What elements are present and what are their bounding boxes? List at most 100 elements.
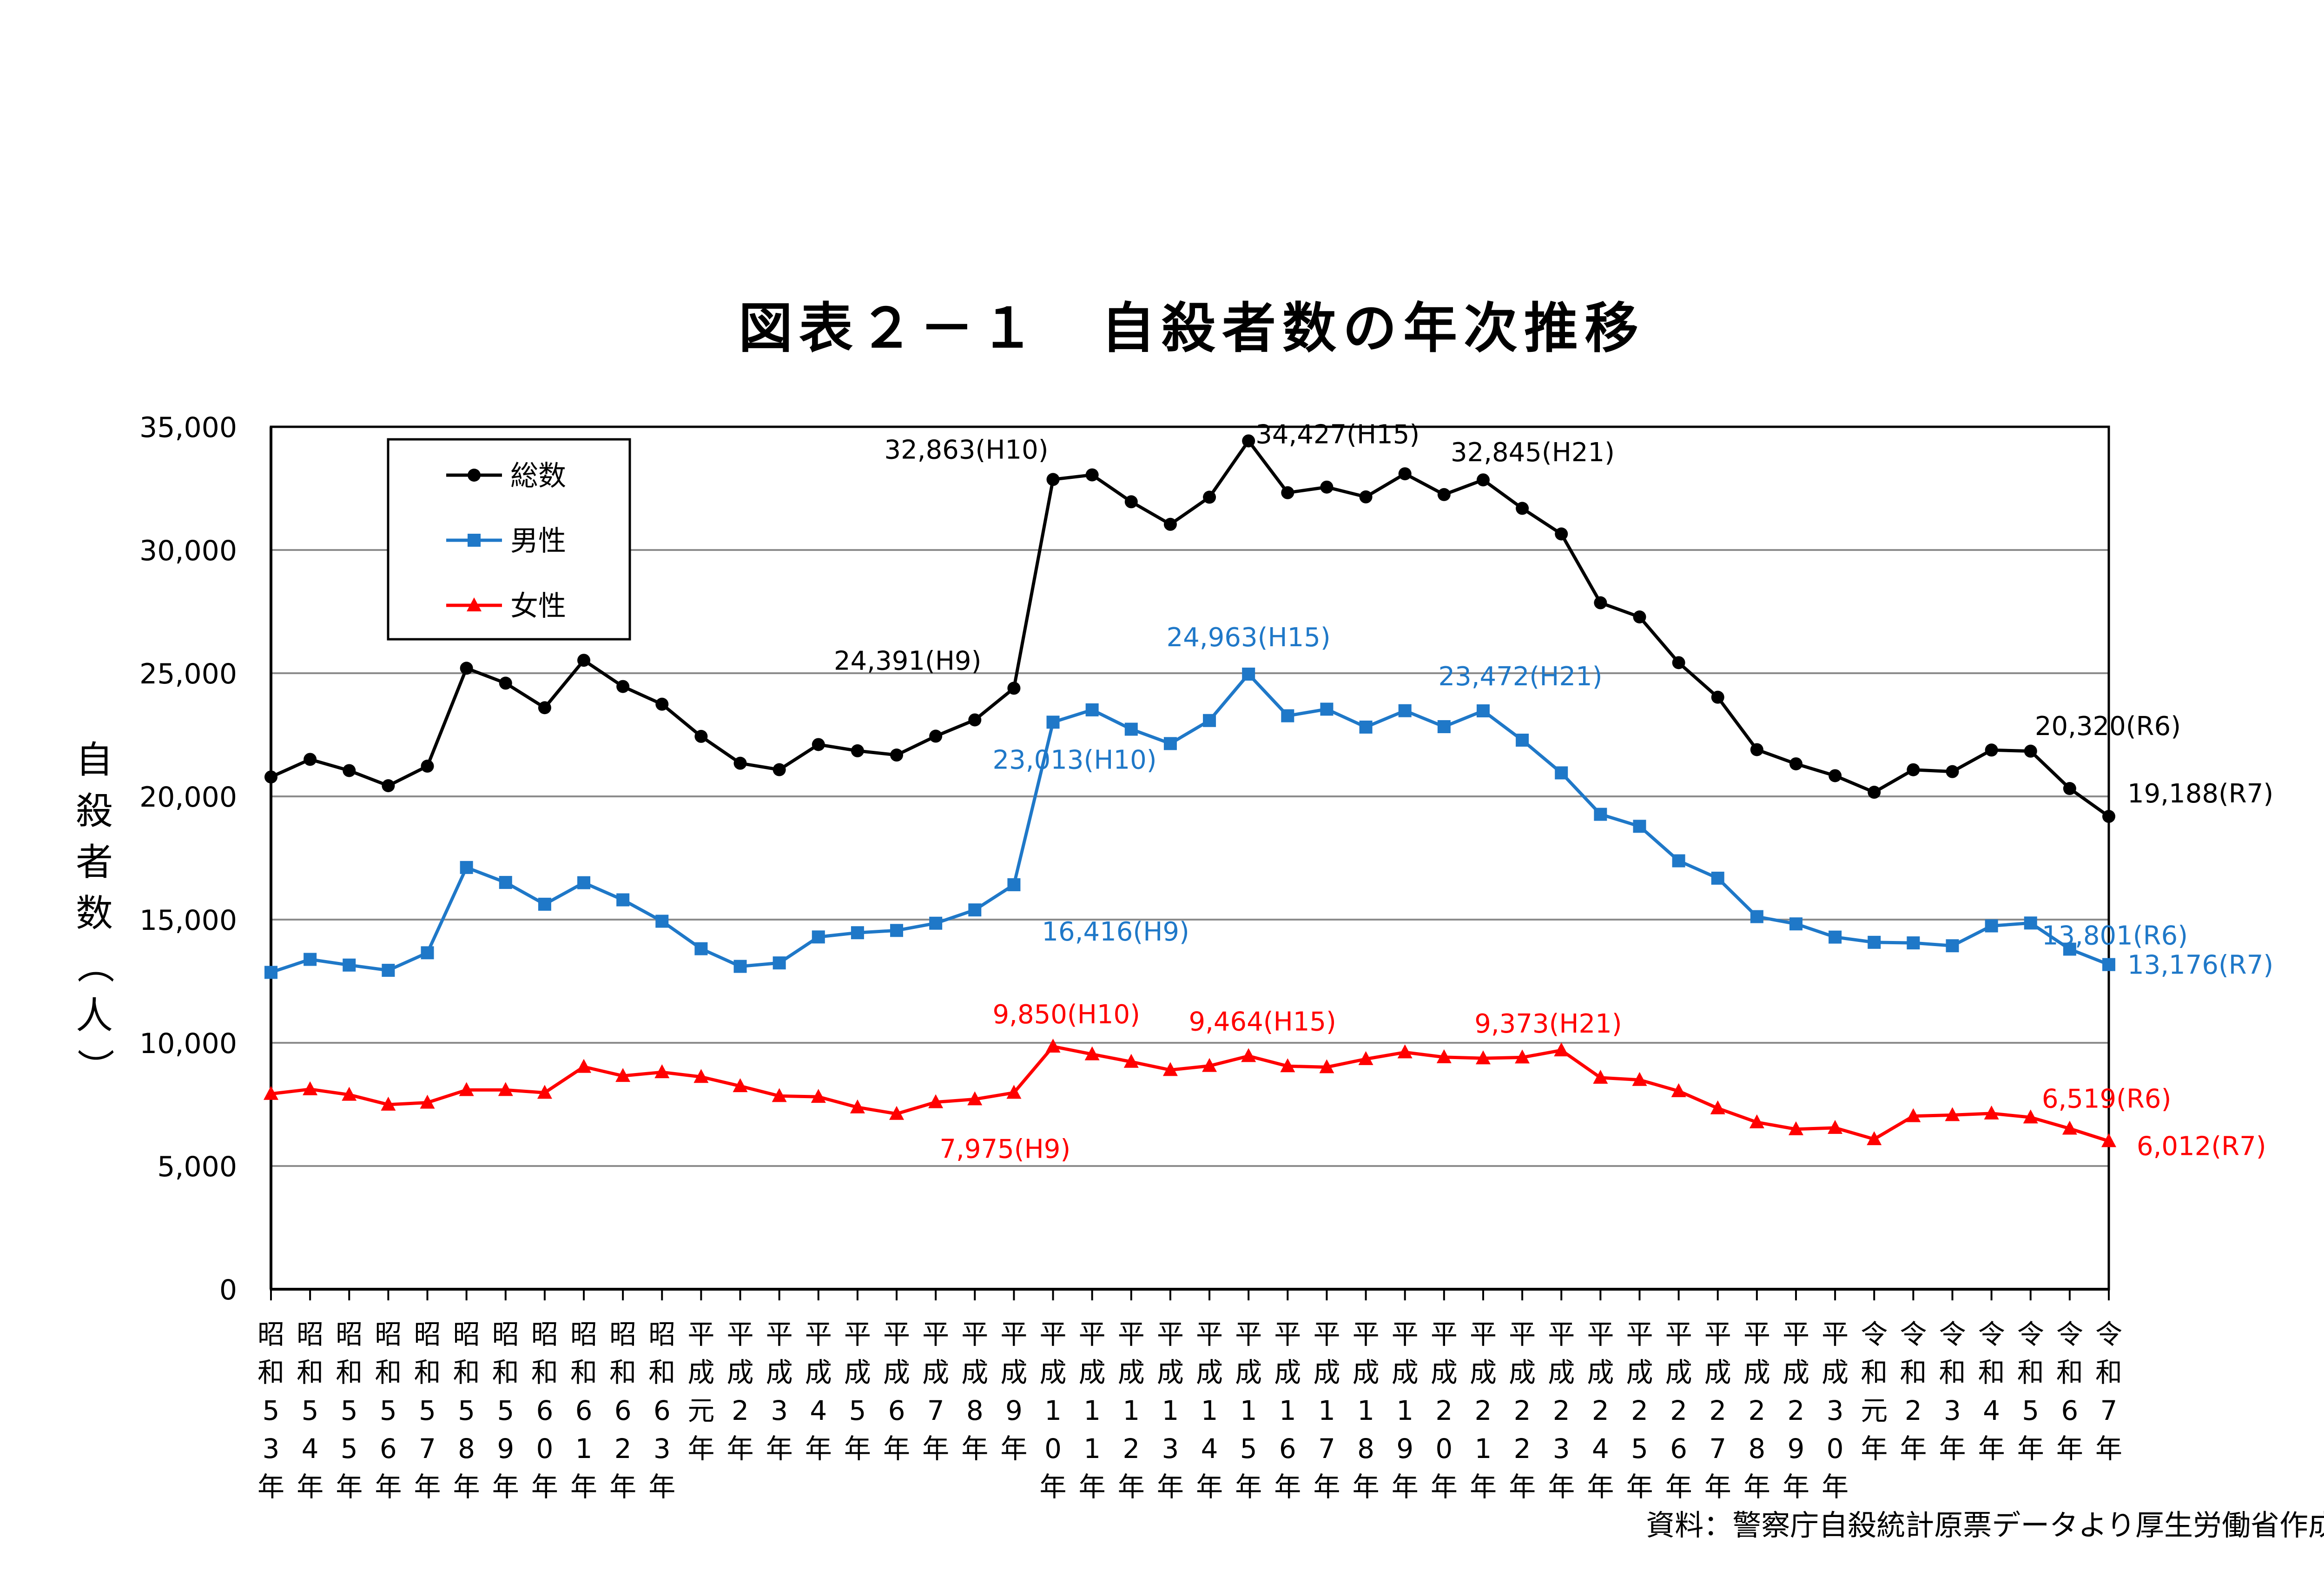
x-tick-label: 平成 1 0 年 <box>1040 1319 1067 1503</box>
legend-item-label: 総数 <box>510 460 566 492</box>
y-tick-label: 10,000 <box>139 1027 237 1060</box>
x-tick-label: 令和元年 <box>1861 1319 1888 1464</box>
x-tick-label: 平成 1 3 年 <box>1157 1319 1184 1503</box>
data-point <box>1319 1059 1334 1073</box>
data-label: 24,963(H15) <box>1167 623 1331 653</box>
data-point <box>1867 1131 1882 1146</box>
data-point <box>1281 486 1294 499</box>
data-point <box>1945 1107 1960 1121</box>
data-point <box>2024 744 2037 758</box>
data-point <box>1242 434 1255 448</box>
data-point <box>459 1082 474 1096</box>
x-tick-label: 昭和 6 0 年 <box>531 1319 558 1503</box>
data-label: 9,850(H10) <box>993 1000 1140 1030</box>
legend-marker <box>467 597 482 611</box>
data-point <box>1750 743 1763 756</box>
data-point <box>1437 488 1451 501</box>
data-point <box>382 779 395 792</box>
data-label: 16,416(H9) <box>1042 917 1189 947</box>
x-tick-label: 平成 3 年 <box>766 1319 793 1464</box>
x-tick-label: 平成 2 4 年 <box>1587 1319 1614 1503</box>
data-point <box>1672 854 1685 868</box>
data-point <box>1475 1050 1491 1065</box>
data-point <box>1515 1049 1530 1064</box>
data-point <box>1437 720 1451 733</box>
data-point <box>421 759 434 773</box>
data-point <box>1633 820 1646 833</box>
data-point <box>1007 682 1021 695</box>
data-point <box>1359 720 1373 734</box>
data-point <box>1789 757 1802 770</box>
data-point <box>1554 1042 1569 1057</box>
y-tick-label: 35,000 <box>139 411 237 444</box>
data-point <box>577 876 591 889</box>
data-point <box>537 1085 552 1099</box>
data-point <box>1985 743 1998 757</box>
data-point <box>1828 1120 1843 1134</box>
legend-marker <box>468 534 481 547</box>
data-point <box>1749 1114 1764 1128</box>
data-point <box>929 916 943 930</box>
x-tick-label: 令和 4 年 <box>1978 1319 2005 1464</box>
series-layer <box>264 434 2116 1147</box>
x-tick-label: 平成 1 5 年 <box>1235 1319 1262 1503</box>
data-point <box>1163 737 1177 750</box>
x-tick-label: 平成 2 9 年 <box>1783 1319 1809 1503</box>
series-line-1 <box>270 672 2110 974</box>
x-tick-label: 平成元年 <box>687 1319 714 1464</box>
data-label: 19,188(R7) <box>2127 779 2273 809</box>
x-tick-label: 平成 7 年 <box>922 1319 949 1464</box>
data-point <box>1829 930 1842 944</box>
data-label: 6,012(R7) <box>2137 1131 2266 1161</box>
data-point <box>343 764 356 777</box>
data-point <box>1476 473 1490 487</box>
data-point <box>733 960 747 973</box>
data-point <box>343 958 356 972</box>
data-point <box>2102 958 2115 971</box>
x-tick-label: 昭和 6 3 年 <box>648 1319 675 1503</box>
data-point <box>733 1078 748 1093</box>
data-point <box>1359 490 1373 504</box>
data-point <box>890 924 904 937</box>
x-tick-label: 昭和 5 4 年 <box>297 1319 324 1503</box>
data-point <box>1203 490 1216 504</box>
x-tick-label: 平成 1 1 年 <box>1079 1319 1106 1503</box>
data-point <box>616 680 630 693</box>
y-axis-label-char: 殺 <box>76 789 113 833</box>
data-point <box>1085 468 1099 482</box>
data-point <box>1045 1038 1061 1053</box>
data-point <box>772 763 786 776</box>
data-point <box>1946 939 1959 953</box>
x-tick-label: 平成 9 年 <box>1000 1319 1027 1464</box>
y-axis-label-char: 自 <box>76 738 113 782</box>
data-point <box>420 1094 435 1109</box>
data-point <box>264 966 277 979</box>
x-tick-label: 平成 2 3 年 <box>1548 1319 1575 1503</box>
data-point <box>538 701 551 715</box>
data-point <box>1907 763 1920 776</box>
data-point <box>577 654 591 667</box>
x-tick-label: 令和 7 年 <box>2095 1319 2122 1464</box>
annotation-layer: 24,391(H9) 32,863(H10) 34,427(H15) 32,845(H… <box>834 419 2273 1164</box>
data-point <box>1906 1108 1921 1122</box>
data-point <box>851 744 864 757</box>
data-label: 23,472(H21) <box>1438 662 1602 692</box>
y-tick-label: 20,000 <box>139 781 237 814</box>
y-axis-label-char: 数 <box>76 892 113 935</box>
data-point <box>850 1099 865 1113</box>
data-point <box>968 903 982 917</box>
data-point <box>381 1096 396 1111</box>
data-point <box>967 1091 983 1106</box>
legend-marker <box>468 469 481 482</box>
x-tick-label: 令和 6 年 <box>2056 1319 2083 1464</box>
y-axis-label: 自殺者数 （ 人 ） <box>73 735 116 1093</box>
data-point <box>615 1068 631 1082</box>
x-tick-label: 平成 2 年 <box>727 1319 754 1464</box>
data-point <box>304 753 317 766</box>
data-point <box>1162 1062 1178 1076</box>
data-point <box>2024 916 2037 930</box>
x-tick-label: 昭和 5 9 年 <box>492 1319 519 1503</box>
data-label: 34,427(H15) <box>1255 419 1419 450</box>
data-point <box>1946 765 1959 778</box>
data-point <box>1516 502 1529 515</box>
